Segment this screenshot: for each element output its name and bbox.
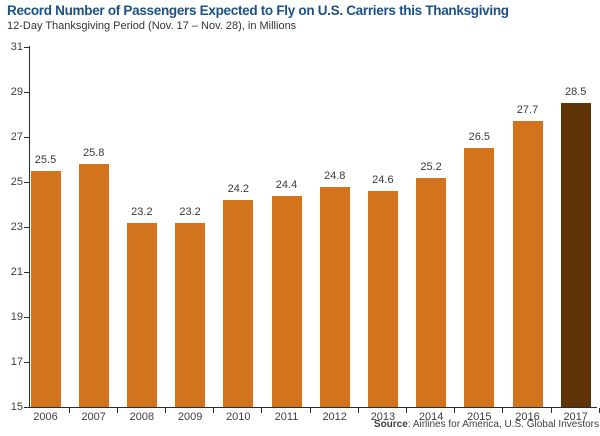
y-axis-label: 31 [10,41,23,53]
chart-subtitle: 12-Day Thanksgiving Period (Nov. 17 – No… [7,20,297,32]
bar-2014 [416,177,447,407]
bar-2017 [560,103,591,407]
bar-2011 [271,195,302,407]
x-axis-tick [165,408,166,413]
bar-2015 [464,148,495,407]
source-label: Source [373,419,408,430]
x-axis-tick [454,408,456,413]
bar-2016 [512,121,543,407]
bar-2012 [319,186,350,407]
x-axis-label: 2011 [274,411,299,423]
x-axis-label: 2006 [33,411,58,423]
source-text: : Airlines for America, U.S. Global Inve… [407,419,599,430]
y-axis-tick [24,92,29,93]
x-axis-tick [116,408,118,413]
y-axis-tick [24,362,29,363]
x-axis-tick [68,408,70,413]
y-axis-label: 21 [10,266,23,278]
x-axis-label: 2016 [515,411,540,423]
y-axis-tick [24,317,29,318]
x-axis-tick [598,408,600,413]
y-axis-tick [24,137,29,138]
y-axis-tick [24,47,29,48]
x-axis-label: 2014 [418,411,444,423]
y-axis-label: 15 [10,401,23,413]
bar-value-label: 24.8 [323,169,346,182]
source-line: Source: Airlines for America, U.S. Globa… [374,419,599,430]
x-axis-tick [357,408,359,413]
y-axis-tick [24,272,29,273]
y-axis-label: 25 [10,176,23,188]
bar-value-label: 23.2 [131,205,153,218]
x-axis-label: 2007 [81,411,106,423]
bar-value-label: 23.2 [179,205,201,218]
y-axis-label: 19 [10,311,23,323]
x-axis-tick [261,408,263,413]
bar-2006 [30,170,61,407]
x-axis-label: 2008 [129,411,155,423]
x-axis-tick [550,408,552,413]
y-axis-tick [24,182,29,183]
x-axis-tick [406,408,407,413]
x-axis-label: 2013 [370,411,396,423]
bar-value-label: 24.2 [227,183,249,195]
bar-2013 [367,191,398,407]
bar-value-label: 25.8 [82,147,105,159]
y-axis-label: 23 [10,221,23,233]
bar-2007 [78,164,109,407]
bar-value-label: 26.5 [468,131,490,144]
bar-value-label: 24.6 [372,174,394,186]
x-axis-label: 2017 [563,411,588,423]
bar-value-label: 28.5 [564,86,587,99]
x-axis-label: 2009 [177,411,203,423]
x-axis-line [29,407,597,408]
y-axis-label: 27 [10,131,23,143]
y-axis-tick [24,407,29,408]
x-axis-tick [213,408,215,413]
x-axis-tick [309,408,311,413]
bar-2008 [126,222,157,407]
x-axis-tick [502,408,504,413]
x-axis-label: 2010 [226,411,251,423]
bar-value-label: 25.2 [420,160,442,173]
y-axis-line [29,46,30,408]
x-axis-label: 2015 [467,411,492,423]
chart-title: Record Number of Passengers Expected to … [7,3,509,18]
bar-2009 [175,222,206,407]
bar-value-label: 24.4 [275,178,298,191]
bar-value-label: 27.7 [516,104,539,117]
y-axis-label: 17 [10,356,23,368]
x-axis-label: 2012 [322,411,347,423]
bar-value-label: 25.5 [34,153,57,166]
y-axis-tick [24,227,29,228]
y-axis-label: 29 [10,86,23,98]
bar-2010 [223,200,254,407]
